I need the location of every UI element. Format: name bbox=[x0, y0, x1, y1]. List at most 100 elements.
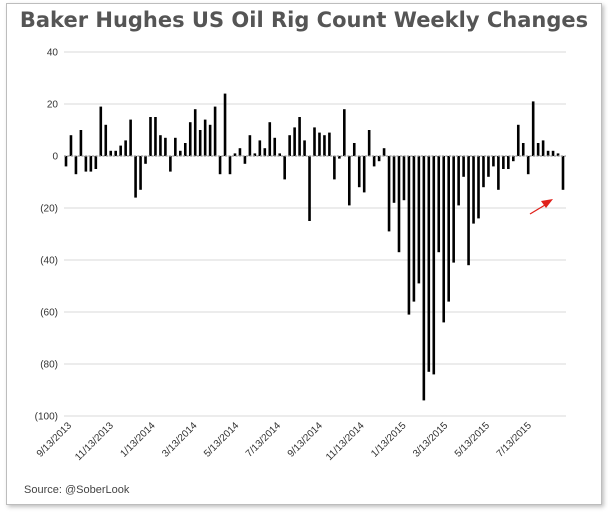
bar bbox=[323, 135, 326, 156]
bar bbox=[144, 156, 147, 164]
y-tick-label: 40 bbox=[47, 48, 59, 59]
bar bbox=[94, 156, 98, 169]
bar bbox=[64, 156, 68, 167]
bar bbox=[119, 145, 122, 156]
x-tick-label: 5/13/2015 bbox=[453, 420, 493, 460]
bar bbox=[472, 156, 475, 224]
bar bbox=[452, 156, 455, 263]
bar bbox=[507, 156, 510, 169]
bars bbox=[64, 93, 565, 401]
bar bbox=[516, 124, 520, 156]
bar bbox=[263, 148, 267, 156]
y-tick-label: (20) bbox=[40, 204, 58, 215]
bar bbox=[193, 109, 197, 156]
bar bbox=[412, 156, 416, 302]
bar bbox=[79, 130, 83, 156]
x-tick-label: 3/13/2015 bbox=[411, 420, 451, 460]
bar bbox=[417, 156, 421, 284]
bar bbox=[318, 132, 321, 156]
bar bbox=[69, 135, 73, 156]
bar bbox=[278, 153, 282, 156]
bar bbox=[208, 124, 212, 156]
bar bbox=[243, 156, 247, 164]
bar bbox=[442, 156, 446, 323]
bar bbox=[541, 140, 545, 156]
bar bbox=[124, 140, 127, 156]
x-tick-label: 9/13/2014 bbox=[286, 420, 326, 460]
bar bbox=[258, 140, 262, 156]
bar bbox=[159, 135, 162, 156]
grid-lines bbox=[64, 51, 566, 417]
bar bbox=[268, 122, 272, 156]
bar bbox=[213, 106, 217, 156]
bar bbox=[149, 117, 152, 156]
bar bbox=[129, 119, 132, 156]
x-tick-label: 11/13/2013 bbox=[73, 420, 116, 463]
bar bbox=[99, 106, 103, 156]
annotation-arrow bbox=[529, 199, 553, 215]
bar bbox=[338, 156, 341, 159]
bar bbox=[283, 156, 286, 180]
bar bbox=[134, 156, 137, 198]
bar bbox=[497, 156, 500, 190]
bar bbox=[188, 122, 192, 156]
x-tick-label: 1/13/2014 bbox=[118, 420, 158, 460]
bar bbox=[362, 156, 366, 193]
y-tick-label: 0 bbox=[52, 152, 58, 163]
bar bbox=[253, 153, 257, 156]
bar bbox=[273, 137, 277, 156]
bar bbox=[372, 156, 376, 167]
chart-frame bbox=[6, 3, 602, 505]
bar bbox=[347, 156, 351, 206]
bar bbox=[382, 148, 386, 156]
source-caption: Source: @SoberLook bbox=[24, 484, 130, 496]
bar bbox=[164, 137, 167, 156]
bar bbox=[521, 143, 525, 156]
bar bbox=[313, 127, 316, 156]
y-tick-label: (40) bbox=[40, 256, 58, 267]
bar bbox=[343, 109, 346, 156]
bar bbox=[333, 156, 336, 180]
bar bbox=[487, 156, 490, 177]
x-tick-label: 1/13/2015 bbox=[369, 420, 409, 460]
bar bbox=[139, 156, 142, 190]
bar bbox=[104, 124, 108, 156]
bar bbox=[357, 156, 361, 188]
bar bbox=[556, 153, 560, 156]
bar bbox=[218, 156, 222, 175]
bar bbox=[114, 150, 117, 156]
bar bbox=[561, 156, 565, 190]
bar bbox=[437, 156, 441, 253]
bar bbox=[377, 156, 381, 162]
bar bbox=[462, 156, 465, 177]
bar bbox=[303, 140, 306, 156]
y-tick-label: (60) bbox=[40, 308, 58, 319]
bar bbox=[502, 156, 505, 169]
bar bbox=[546, 150, 550, 156]
bar bbox=[482, 156, 485, 188]
bar bbox=[492, 156, 495, 167]
x-tick-label: 7/13/2014 bbox=[244, 420, 284, 460]
x-axis-tick-labels: 9/13/2013 11/13/2013 1/13/2014 3/13/2014 5/1… bbox=[35, 420, 534, 463]
y-axis-tick-labels: 40 20 0 (20) (40) (60) (80) (100) bbox=[35, 48, 59, 423]
arrow-shaft bbox=[529, 204, 546, 215]
bar bbox=[387, 156, 391, 232]
bar bbox=[447, 156, 450, 302]
bar bbox=[526, 156, 530, 175]
bar bbox=[203, 119, 207, 156]
bar bbox=[74, 156, 78, 175]
bar bbox=[288, 135, 291, 156]
bar bbox=[154, 117, 157, 156]
bar bbox=[228, 156, 232, 175]
y-tick-label: (100) bbox=[35, 412, 58, 423]
bar bbox=[89, 156, 93, 172]
bar bbox=[233, 153, 237, 156]
bar bbox=[536, 143, 540, 156]
bar bbox=[198, 130, 202, 156]
bar bbox=[84, 156, 88, 172]
x-tick-label: 5/13/2014 bbox=[202, 420, 242, 460]
bar bbox=[422, 156, 426, 401]
bar bbox=[392, 156, 396, 203]
bar bbox=[179, 150, 182, 156]
